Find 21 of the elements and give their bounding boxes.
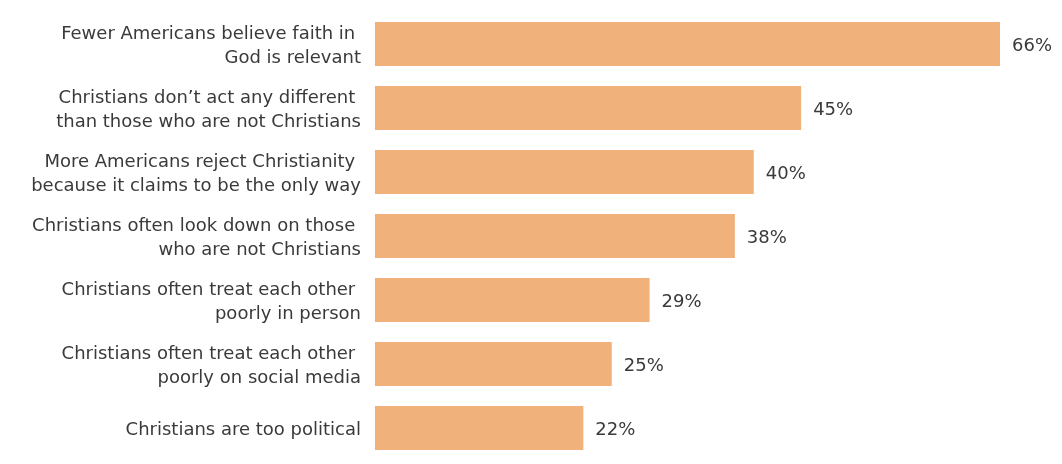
data-label: 22% xyxy=(595,417,636,439)
data-label: 40% xyxy=(765,161,806,183)
y-tick-label: Christians are too political xyxy=(125,417,361,439)
y-tick-label: Christians don’t act any different than those who are not Christians xyxy=(56,85,361,131)
y-tick-label: Christians often look down on those who are not Christians xyxy=(32,213,361,259)
bar xyxy=(375,150,754,194)
data-label: 66% xyxy=(1012,33,1053,55)
bar xyxy=(375,22,1000,66)
y-tick-label: Christians often treat each other poorly in person xyxy=(61,277,361,323)
data-label: 45% xyxy=(813,97,854,119)
data-label: 38% xyxy=(746,225,787,247)
y-tick-label: Christians often treat each other poorly on social media xyxy=(61,341,361,387)
bar xyxy=(375,278,650,322)
bar xyxy=(375,406,584,450)
y-tick-label: More Americans reject Christianity because it claims to be the only way xyxy=(31,149,362,195)
y-tick-label: Fewer Americans believe faith in God is relevant xyxy=(61,21,361,67)
bar xyxy=(375,342,612,386)
bar xyxy=(375,214,735,258)
bar xyxy=(375,86,802,130)
data-label: 25% xyxy=(623,353,664,375)
data-label: 29% xyxy=(661,289,702,311)
